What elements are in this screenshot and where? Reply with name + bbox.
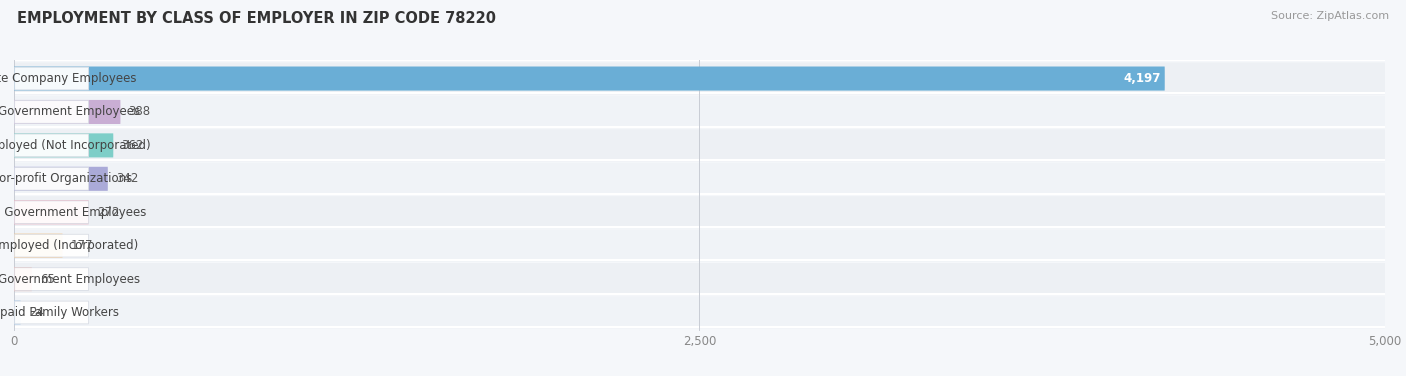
Text: 65: 65 bbox=[41, 273, 55, 286]
Text: 24: 24 bbox=[30, 306, 44, 319]
Text: Federal Government Employees: Federal Government Employees bbox=[0, 206, 146, 219]
FancyBboxPatch shape bbox=[14, 300, 21, 324]
FancyBboxPatch shape bbox=[14, 100, 121, 124]
FancyBboxPatch shape bbox=[14, 234, 89, 257]
FancyBboxPatch shape bbox=[14, 167, 89, 190]
FancyBboxPatch shape bbox=[14, 133, 114, 158]
FancyBboxPatch shape bbox=[14, 67, 1164, 91]
FancyBboxPatch shape bbox=[14, 200, 89, 224]
FancyBboxPatch shape bbox=[14, 233, 63, 258]
FancyBboxPatch shape bbox=[14, 167, 108, 191]
FancyBboxPatch shape bbox=[14, 230, 1385, 262]
Text: State Government Employees: State Government Employees bbox=[0, 273, 141, 286]
Text: Self-Employed (Not Incorporated): Self-Employed (Not Incorporated) bbox=[0, 139, 150, 152]
FancyBboxPatch shape bbox=[14, 301, 89, 324]
FancyBboxPatch shape bbox=[14, 129, 1385, 161]
Text: 362: 362 bbox=[121, 139, 143, 152]
Text: 272: 272 bbox=[97, 206, 120, 219]
Text: 388: 388 bbox=[129, 105, 150, 118]
FancyBboxPatch shape bbox=[14, 62, 1385, 95]
FancyBboxPatch shape bbox=[14, 163, 1385, 195]
Text: 177: 177 bbox=[70, 239, 93, 252]
FancyBboxPatch shape bbox=[14, 267, 32, 291]
FancyBboxPatch shape bbox=[14, 96, 1385, 128]
Text: Source: ZipAtlas.com: Source: ZipAtlas.com bbox=[1271, 11, 1389, 21]
Text: Self-Employed (Incorporated): Self-Employed (Incorporated) bbox=[0, 239, 138, 252]
FancyBboxPatch shape bbox=[14, 134, 89, 157]
Text: Unpaid Family Workers: Unpaid Family Workers bbox=[0, 306, 120, 319]
FancyBboxPatch shape bbox=[14, 296, 1385, 329]
Text: Local Government Employees: Local Government Employees bbox=[0, 105, 139, 118]
FancyBboxPatch shape bbox=[14, 101, 89, 123]
FancyBboxPatch shape bbox=[14, 67, 89, 90]
Text: Private Company Employees: Private Company Employees bbox=[0, 72, 136, 85]
FancyBboxPatch shape bbox=[14, 201, 89, 224]
FancyBboxPatch shape bbox=[14, 263, 1385, 295]
Text: EMPLOYMENT BY CLASS OF EMPLOYER IN ZIP CODE 78220: EMPLOYMENT BY CLASS OF EMPLOYER IN ZIP C… bbox=[17, 11, 496, 26]
FancyBboxPatch shape bbox=[14, 196, 1385, 228]
Text: 342: 342 bbox=[117, 172, 138, 185]
Text: 4,197: 4,197 bbox=[1123, 72, 1160, 85]
Text: Not-for-profit Organizations: Not-for-profit Organizations bbox=[0, 172, 132, 185]
FancyBboxPatch shape bbox=[14, 268, 89, 290]
